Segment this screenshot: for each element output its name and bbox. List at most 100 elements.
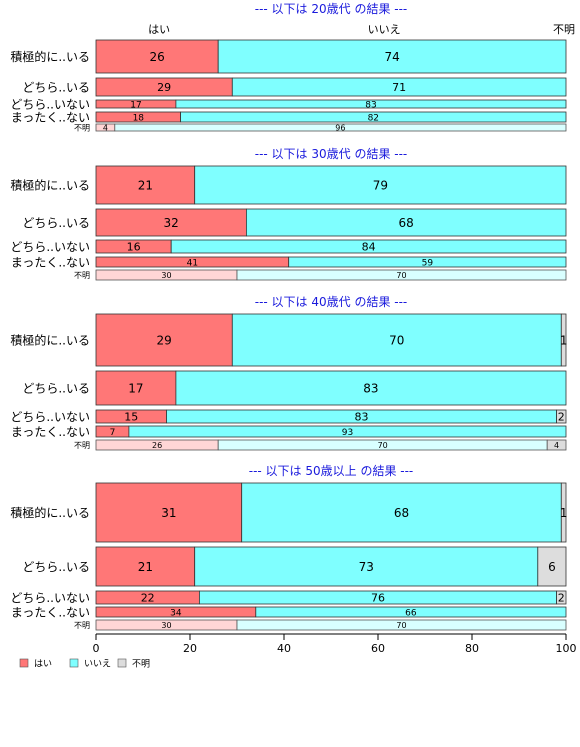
data-label: 29: [157, 81, 171, 94]
bar-segment: [95, 208, 247, 237]
row-label: 積極的に..いる: [10, 505, 90, 520]
column-header: 不明: [553, 23, 575, 36]
data-label: 1: [560, 333, 568, 347]
bar-segment: [128, 425, 567, 438]
row-label: 不明: [74, 123, 90, 132]
panel-title: --- 以下は 30歳代 の結果 ---: [255, 147, 408, 161]
data-label: 1: [560, 506, 568, 520]
panel-title: --- 以下は 20歳代 の結果 ---: [255, 2, 408, 16]
data-label: 30: [161, 271, 171, 280]
data-label: 70: [396, 621, 406, 630]
data-label: 96: [335, 123, 345, 132]
row-label: まったく..ない: [11, 605, 90, 619]
data-label: 15: [124, 411, 138, 424]
legend-label: いいえ: [84, 659, 111, 670]
column-header: はい: [148, 23, 170, 36]
data-label: 31: [161, 506, 176, 520]
data-label: 41: [187, 258, 198, 268]
data-label: 83: [355, 411, 369, 424]
bar-segment: [95, 546, 196, 587]
row-label: まったく..ない: [11, 110, 90, 124]
row-label: どちら..いない: [10, 410, 90, 424]
row-label: どちら..いない: [10, 591, 90, 605]
data-label: 68: [394, 506, 409, 520]
data-label: 21: [138, 560, 153, 574]
data-label: 93: [342, 428, 353, 438]
data-label: 79: [373, 178, 388, 192]
row-label: どちら..いる: [22, 216, 90, 230]
legend-swatch: [69, 658, 79, 668]
legend-label: はい: [34, 659, 52, 670]
x-tick-label: 80: [465, 642, 479, 655]
bar-segment: [95, 165, 196, 205]
bar-segment: [180, 111, 567, 123]
data-label: 70: [396, 271, 406, 280]
bar-segment: [245, 208, 567, 237]
panel-title: --- 以下は 40歳代 の結果 ---: [255, 295, 408, 309]
data-label: 4: [103, 123, 108, 132]
data-label: 6: [548, 560, 556, 574]
row-label: 不明: [74, 271, 90, 280]
data-label: 71: [392, 81, 406, 94]
row-label: どちら..いる: [22, 80, 90, 94]
data-label: 30: [161, 621, 171, 630]
row-label: どちら..いる: [22, 560, 90, 574]
bar-segment: [255, 606, 567, 618]
legend-swatch: [117, 658, 127, 668]
data-label: 16: [127, 241, 141, 254]
row-label: まったく..ない: [11, 255, 90, 269]
data-label: 2: [558, 411, 565, 424]
bar-segment: [546, 439, 567, 451]
data-label: 73: [359, 560, 374, 574]
x-tick-label: 20: [183, 642, 197, 655]
data-label: 76: [371, 592, 385, 605]
bar-segment: [288, 256, 567, 268]
data-label: 83: [363, 381, 378, 395]
bar-segment: [537, 546, 567, 587]
data-label: 32: [164, 216, 179, 230]
bar-segment: [95, 313, 233, 367]
data-label: 4: [554, 441, 559, 450]
data-label: 70: [378, 441, 388, 450]
row-label: どちら..いない: [10, 240, 90, 254]
data-label: 34: [170, 608, 182, 618]
row-label: どちら..いる: [22, 381, 90, 395]
x-tick-label: 40: [277, 642, 291, 655]
bar-segment: [236, 619, 567, 631]
legend-swatch: [19, 658, 29, 668]
bar-segment: [175, 99, 567, 109]
bar-segment: [556, 590, 567, 605]
data-label: 83: [365, 100, 376, 110]
data-label: 17: [130, 100, 141, 110]
column-header: いいえ: [368, 23, 401, 36]
data-label: 22: [141, 592, 155, 605]
data-label: 17: [128, 381, 143, 395]
bar-segment: [95, 39, 219, 74]
bar-segment: [560, 482, 567, 543]
bar-segment: [175, 370, 567, 406]
bar-segment: [560, 313, 567, 367]
data-label: 70: [389, 333, 404, 347]
x-tick-label: 100: [556, 642, 577, 655]
data-label: 29: [157, 333, 172, 347]
bar-segment: [241, 482, 562, 543]
data-label: 2: [558, 592, 565, 605]
data-label: 7: [110, 428, 116, 438]
row-label: 不明: [74, 621, 90, 630]
bar-segment: [231, 77, 567, 97]
bar-segment: [217, 39, 567, 74]
bar-segment: [231, 313, 562, 367]
data-label: 26: [152, 441, 162, 450]
legend-label: 不明: [132, 659, 150, 670]
row-label: 積極的に..いる: [10, 49, 90, 64]
data-label: 59: [422, 258, 434, 268]
data-label: 74: [384, 50, 399, 64]
x-tick-label: 0: [93, 642, 100, 655]
row-label: 不明: [74, 441, 90, 450]
bar-segment: [194, 546, 539, 587]
bar-segment: [114, 123, 567, 132]
data-label: 18: [133, 113, 145, 123]
x-tick-label: 60: [371, 642, 385, 655]
bar-segment: [95, 370, 177, 406]
